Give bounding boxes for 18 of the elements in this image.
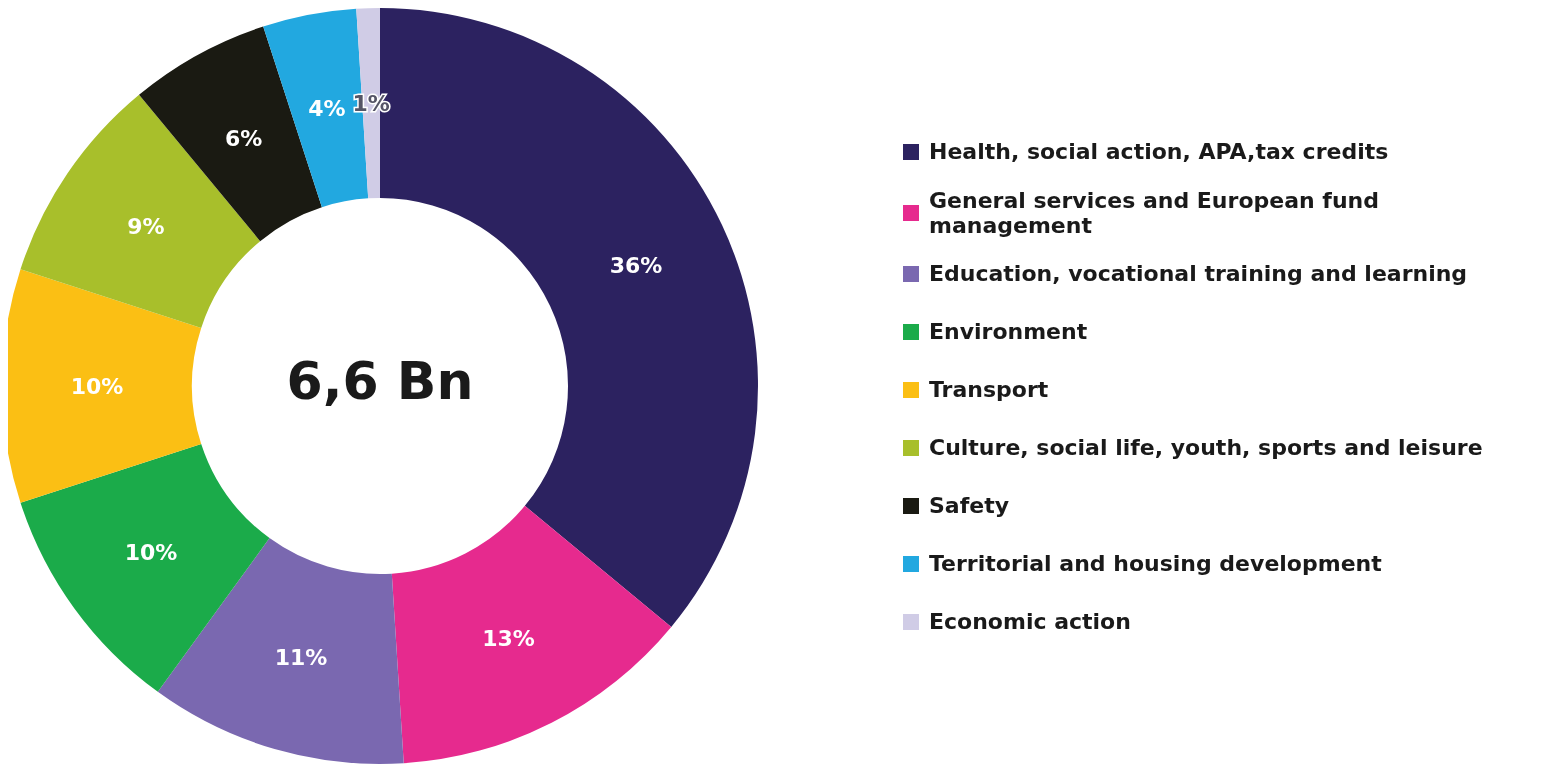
data-label: 11% [274,645,328,671]
legend-label: Culture, social life, youth, sports and leisure [929,435,1483,460]
legend-label: General services and European fund management [929,187,1380,238]
data-label: 10% [70,373,124,399]
legend-label: Education, vocational training and learning [929,261,1468,286]
legend-label: Environment [929,319,1088,344]
legend-label: Health, social action, APA,tax credits [929,139,1389,164]
data-label: 13% [482,625,535,651]
text: 6,6 Bn [285,351,475,411]
legend-label: Territorial and housing development [929,551,1382,576]
data-label: 10% [124,539,178,565]
data-label: 6% [224,125,263,151]
legend-label: Transport [929,377,1049,402]
data-label: 36% [609,253,663,278]
legend-label: Safety [929,493,1010,518]
legend-label: Economic action [929,609,1131,634]
data-label: 4% [308,95,346,121]
data-label: 9% [127,214,165,240]
